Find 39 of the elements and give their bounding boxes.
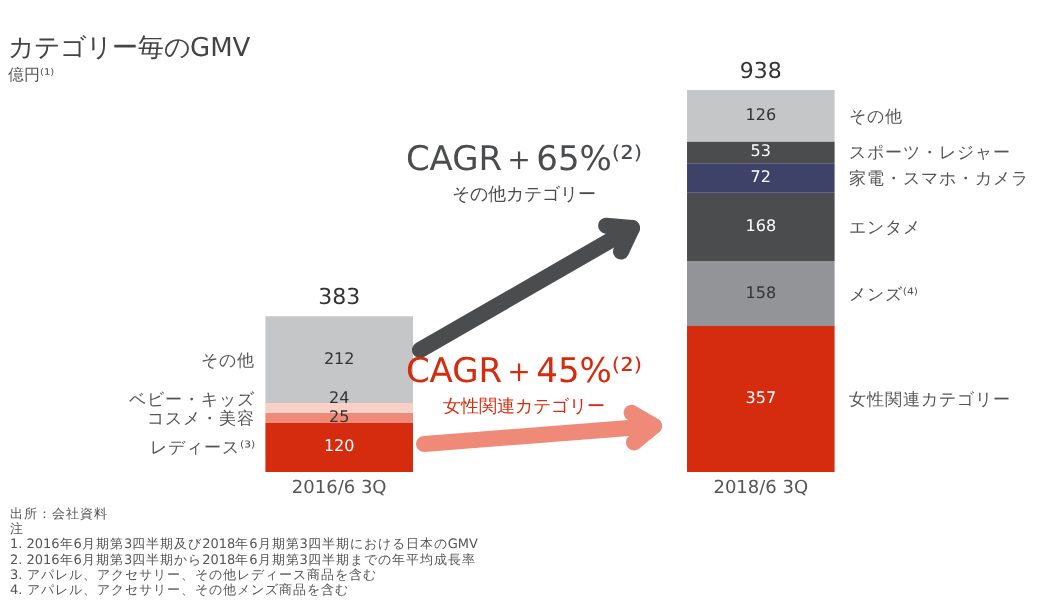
data-label: 53 [750, 142, 771, 161]
data-label: 357 [745, 388, 777, 407]
data-label: 126 [745, 105, 777, 124]
data-label: 120 [323, 437, 355, 456]
annotation: CAGR＋45%⁽²⁾ [405, 352, 643, 392]
data-label: 168 [745, 217, 777, 236]
text: その他 [848, 107, 903, 128]
series-label: コスメ・美容 [147, 407, 256, 430]
bar [687, 141, 835, 164]
data-label: 72 [750, 167, 771, 186]
data-label: 24 [329, 388, 350, 407]
annotation: その他カテゴリー [452, 184, 596, 206]
x-tick-label: 2018/6 3Q [713, 479, 809, 499]
x-tick-label: 2016/6 3Q [291, 479, 387, 499]
bar [265, 412, 413, 423]
annotation: CAGR＋65%⁽²⁾ [405, 140, 643, 180]
series-label: メンズ⁽⁴⁾ [848, 283, 918, 306]
data-label: 25 [329, 407, 350, 426]
total-label: 938 [739, 58, 782, 84]
series-label: その他 [201, 349, 256, 372]
data-label: 158 [745, 283, 777, 302]
data-label: 212 [323, 349, 355, 368]
series-label: エンタメ [848, 219, 921, 240]
bar [687, 192, 835, 262]
bar [687, 90, 835, 142]
bar [687, 325, 835, 472]
bar [687, 261, 835, 326]
series-label: 女性関連カテゴリー [848, 388, 1011, 411]
series-label: ベビー・キッズ [129, 388, 258, 411]
bar [687, 163, 835, 193]
bar [265, 422, 413, 472]
chart-subtitle: 億円⁽¹⁾ [8, 66, 55, 84]
series-label: レディース⁽³⁾ [150, 439, 256, 460]
series-label: スポーツ・レジャー [848, 144, 1011, 165]
chart-title: カテゴリー毎のGMV [8, 34, 251, 64]
bar [265, 402, 413, 413]
series-label: 家電・スマホ・カメラ [848, 167, 1029, 190]
total-label: 383 [318, 284, 361, 311]
annotation: 女性関連カテゴリー [443, 396, 605, 418]
